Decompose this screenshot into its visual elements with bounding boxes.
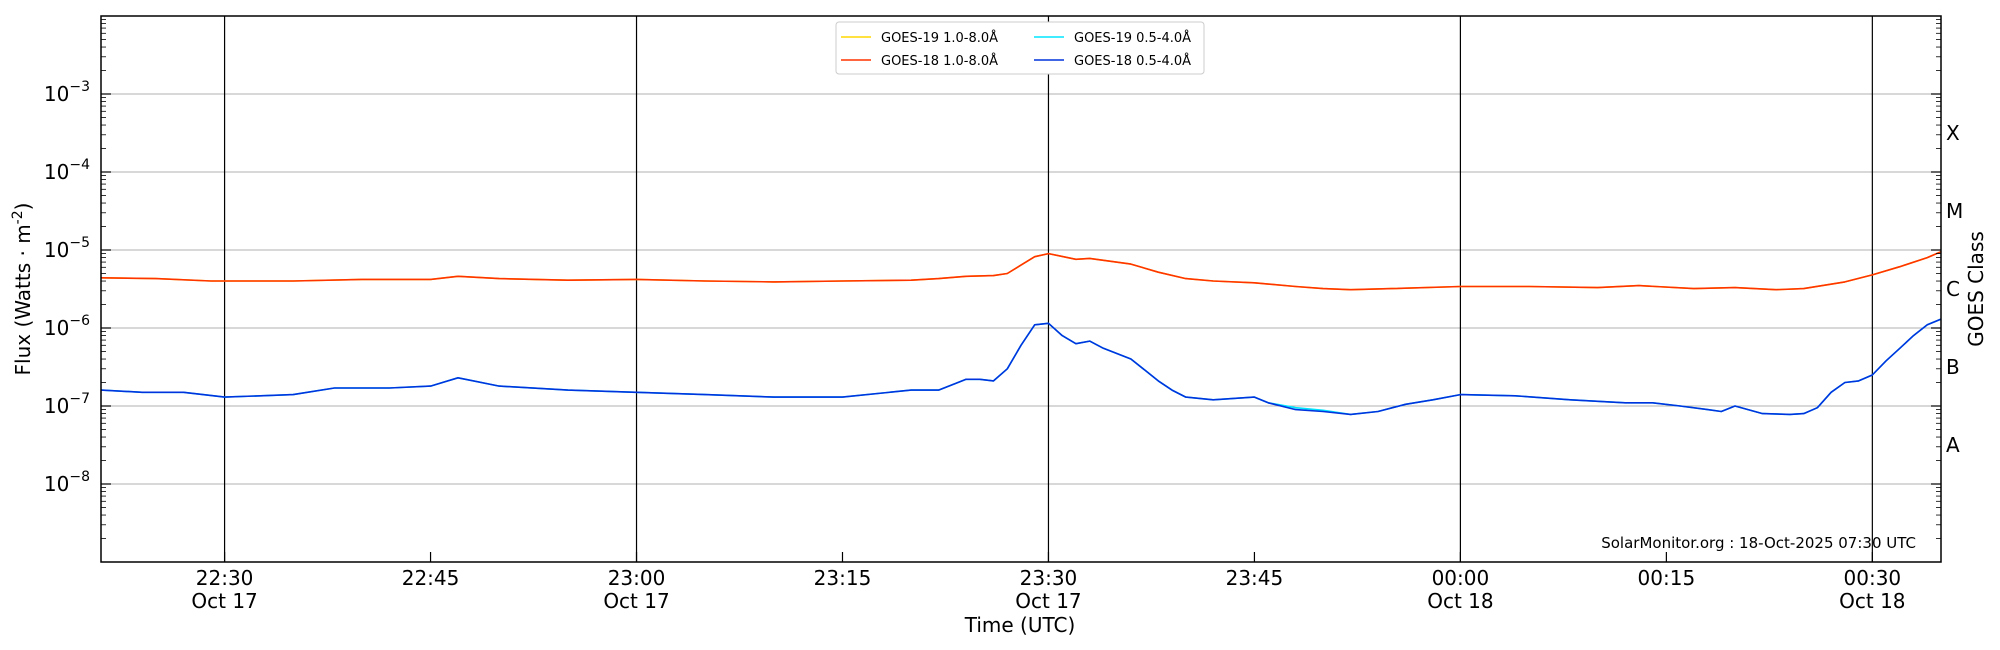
legend-label-goes19-long: GOES-19 1.0-8.0Å xyxy=(881,30,998,46)
goes-class-c: C xyxy=(1946,277,1960,301)
y-axis-label-exponent: -2 xyxy=(10,210,26,224)
y-tick-label: 10−4 xyxy=(44,157,90,184)
x-tick-date-label: Oct 17 xyxy=(1015,589,1081,613)
x-tick-label: 23:30 xyxy=(1020,566,1078,590)
y-tick-label: 10−6 xyxy=(44,313,90,340)
y-tick-label: 10−5 xyxy=(44,235,90,262)
y-axis-label-close: ) xyxy=(11,203,35,211)
x-tick-label: 00:00 xyxy=(1432,566,1490,590)
x-tick-date-label: Oct 17 xyxy=(603,589,669,613)
y-tick-label: 10−7 xyxy=(44,391,90,418)
y-tick-label: 10−3 xyxy=(44,79,90,106)
y-axis-ticks: 10−8 10−7 10−6 10−5 10−4 10−3 xyxy=(44,19,1941,539)
plot-frame xyxy=(100,15,1942,563)
credit-annotation: SolarMonitor.org : 18-Oct-2025 07:30 UTC xyxy=(1601,534,1916,552)
y2-axis-label: GOES Class xyxy=(1964,231,1988,347)
series-line-3 xyxy=(100,318,1942,416)
legend-label-goes18-long: GOES-18 1.0-8.0Å xyxy=(881,53,998,69)
legend-label-goes19-short: GOES-19 0.5-4.0Å xyxy=(1074,30,1191,46)
x-tick-label: 23:15 xyxy=(814,566,872,590)
x-tick-date-label: Oct 18 xyxy=(1839,589,1905,613)
goes-class-m: M xyxy=(1946,199,1963,223)
grid-lines xyxy=(101,93,1941,485)
x-tick-label: 22:30 xyxy=(196,566,254,590)
y-axis-label-main: Flux (Watts · m xyxy=(11,224,35,375)
x-tick-label: 23:00 xyxy=(608,566,666,590)
x-tick-date-label: Oct 17 xyxy=(191,589,257,613)
series-line-1 xyxy=(100,250,1942,291)
legend-box xyxy=(835,21,1205,75)
goes-class-x: X xyxy=(1946,121,1960,145)
legend: GOES-19 1.0-8.0Å GOES-18 1.0-8.0Å GOES-1… xyxy=(835,21,1205,75)
goes-class-b: B xyxy=(1946,355,1960,379)
x-tick-date-label: Oct 18 xyxy=(1427,589,1493,613)
x-axis-label: Time (UTC) xyxy=(964,613,1076,637)
legend-label-goes18-short: GOES-18 0.5-4.0Å xyxy=(1074,53,1191,69)
goes-class-a: A xyxy=(1946,433,1960,457)
x-tick-label: 23:45 xyxy=(1226,566,1284,590)
goes-class-labels: A B C M X xyxy=(1946,121,1963,457)
y-tick-label: 10−8 xyxy=(44,469,90,496)
y-axis-label: Flux (Watts · m-2) xyxy=(10,203,35,376)
data-series xyxy=(100,250,1942,416)
vertical-time-lines xyxy=(223,16,1873,562)
x-tick-label: 00:30 xyxy=(1844,566,1902,590)
x-tick-label: 22:45 xyxy=(402,566,460,590)
plot-background xyxy=(101,16,1941,562)
x-tick-label: 00:15 xyxy=(1638,566,1696,590)
